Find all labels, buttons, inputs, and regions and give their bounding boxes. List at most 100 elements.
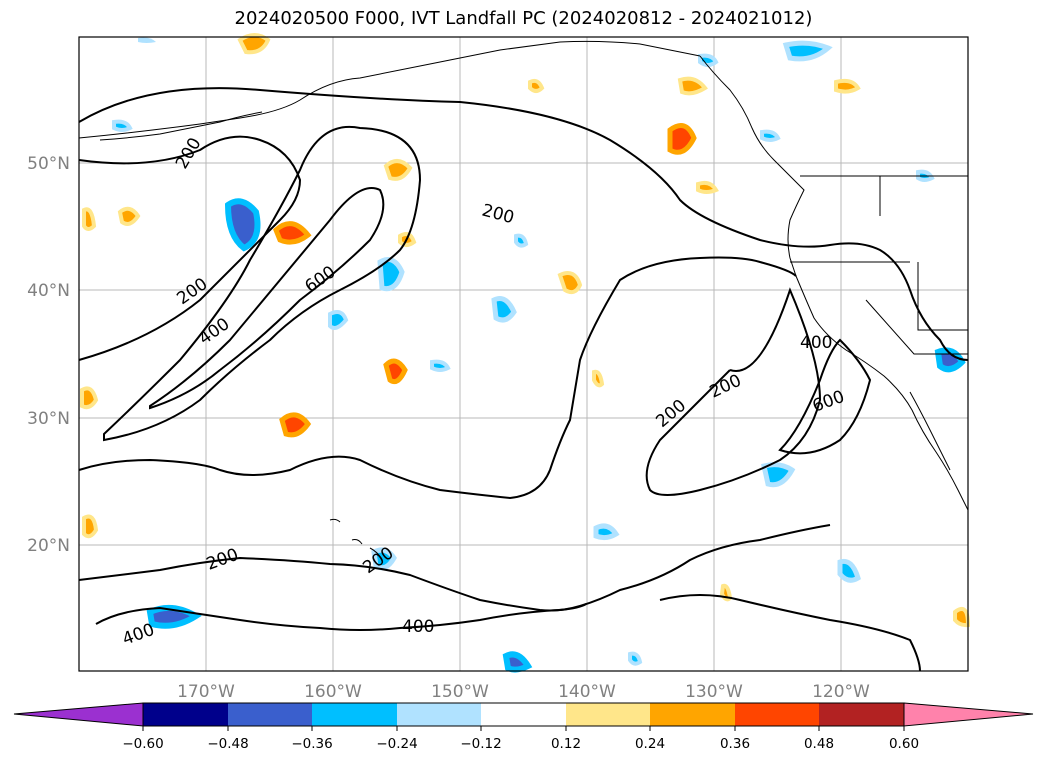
colorbar-extend-low	[13, 702, 144, 727]
patch-positive	[383, 159, 413, 181]
patch-positive	[834, 78, 861, 94]
coastline-us-west	[795, 275, 969, 511]
patch-negative	[837, 558, 861, 583]
contour-200-ring	[645, 287, 822, 496]
patch-positive	[237, 33, 271, 55]
contour-label: 600	[301, 262, 339, 297]
colorbar-tick-label: −0.48	[207, 736, 248, 752]
colorbar-tick-label: 0.60	[889, 736, 919, 752]
patch-negative	[224, 198, 261, 252]
patch-positive	[82, 514, 99, 539]
colorbar-segment	[312, 703, 397, 726]
colorbar-tick-label: −0.24	[376, 736, 417, 752]
colorbar-tick-label: −0.12	[460, 736, 501, 752]
contour-label: 400	[120, 620, 157, 650]
patch-positive	[528, 78, 545, 93]
lon-label-140w: 140°W	[558, 682, 616, 702]
coastline-aleutians	[99, 111, 263, 141]
colorbar-tick-label: 0.24	[635, 736, 665, 752]
patch-negative	[514, 233, 529, 248]
ivt-contours	[78, 87, 969, 672]
contour-label: 200	[480, 201, 517, 229]
contour-200-north	[78, 87, 969, 361]
coastline-alaska	[78, 40, 701, 139]
lon-label-150w: 150°W	[431, 682, 489, 702]
patch-positive	[117, 206, 141, 226]
colorbar-tick-label: 0.12	[551, 736, 581, 752]
patch-positive	[953, 607, 971, 628]
contour-label: 200	[707, 371, 745, 403]
patch-positive	[383, 358, 408, 385]
colorbar-segment	[735, 703, 819, 726]
contour-600	[149, 187, 385, 410]
contour-200-south	[78, 524, 831, 612]
patch-positive	[557, 271, 583, 295]
patch-negative	[328, 310, 349, 330]
contour-label: 400	[800, 333, 832, 353]
colorbar-extend-high	[903, 702, 1034, 727]
colorbar-ticks	[142, 726, 905, 731]
contour-label: 200	[204, 545, 241, 575]
positive-ivt-patches	[80, 33, 971, 628]
lat-label-40n: 40°N	[27, 281, 70, 301]
contour-label: 200	[172, 134, 206, 172]
patch-negative	[430, 359, 451, 372]
colorbar-tick-label: −0.60	[122, 736, 163, 752]
patch-positive	[273, 221, 312, 245]
lon-label-160w: 160°W	[304, 682, 362, 702]
contour-200-southeast	[659, 594, 921, 672]
coastline-bc	[699, 55, 805, 277]
lon-label-120w: 120°W	[812, 682, 870, 702]
map-title: 2024020500 F000, IVT Landfall PC (202402…	[234, 8, 813, 29]
negative-ivt-patches	[112, 37, 966, 673]
colorbar-segment	[566, 703, 650, 726]
contour-400	[103, 125, 422, 442]
contour-400-east	[778, 338, 872, 455]
colorbar-tick-label: −0.36	[291, 736, 332, 752]
colorbar-segment	[143, 703, 228, 726]
contour-label: 400	[402, 617, 434, 637]
contour-400-south	[95, 603, 587, 631]
patch-negative	[491, 296, 517, 323]
patch-negative	[138, 37, 156, 43]
lat-label-30n: 30°N	[27, 409, 70, 429]
patch-positive	[592, 369, 605, 388]
colorbar-segment	[819, 703, 904, 726]
colorbar: −0.60 −0.48 −0.36 −0.24 −0.12 0.12 0.24 …	[13, 702, 1034, 752]
colorbar-segment	[481, 703, 566, 726]
patch-positive	[677, 76, 708, 96]
gridlines	[79, 37, 968, 671]
lon-labels: 170°W 160°W 150°W 140°W 130°W 120°W	[177, 682, 870, 702]
contour-label: 400	[195, 314, 233, 349]
coastline-baja	[909, 391, 951, 471]
lon-label-130w: 130°W	[685, 682, 743, 702]
patch-positive	[279, 412, 312, 438]
lat-labels: 50°N 40°N 30°N 20°N	[27, 154, 70, 556]
contour-label: 200	[359, 543, 397, 578]
patch-negative	[112, 119, 133, 132]
patch-negative	[593, 523, 620, 541]
colorbar-tick-label: 0.48	[804, 736, 834, 752]
patch-negative	[502, 651, 533, 673]
patch-negative	[760, 129, 781, 142]
lon-label-170w: 170°W	[177, 682, 235, 702]
patch-positive	[667, 123, 697, 155]
patch-negative	[628, 651, 643, 666]
patch-positive	[80, 386, 99, 410]
colorbar-outline	[142, 702, 905, 727]
contour-label: 200	[652, 396, 690, 432]
coastline-hawaii	[329, 518, 383, 561]
colorbar-tick-label: 0.36	[720, 736, 750, 752]
lat-label-50n: 50°N	[27, 154, 70, 174]
map-frame	[78, 36, 969, 672]
patch-negative	[782, 40, 833, 62]
colorbar-segment	[650, 703, 735, 726]
contour-200-inner	[78, 135, 302, 361]
patch-negative	[698, 53, 719, 67]
contour-200-central	[78, 256, 797, 500]
colorbar-segment	[228, 703, 312, 726]
patch-negative	[761, 462, 796, 488]
colorbar-segment	[397, 703, 481, 726]
coastlines	[78, 40, 969, 561]
